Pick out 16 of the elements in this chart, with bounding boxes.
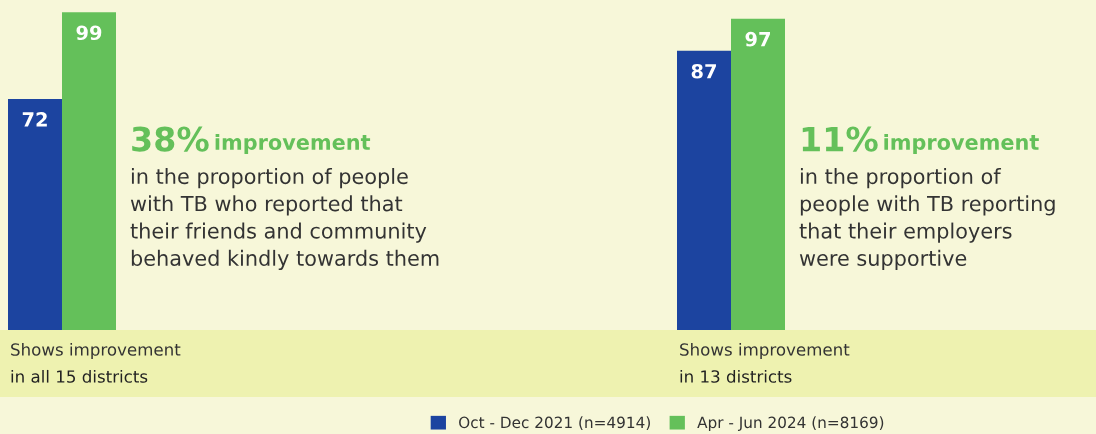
text: Shows improvement (11, 342, 181, 360)
text: Shows improvement (680, 342, 850, 360)
legend-label: Apr - Jun 2024 (n=8169) (697, 416, 884, 432)
text: 11% (802, 126, 878, 152)
text: improvement (215, 133, 371, 155)
data-label: 87 (691, 63, 716, 79)
annotation: in the proportion of people with TB reporting that their employers were supportive (799, 168, 1055, 271)
text: in 13 districts (680, 369, 792, 383)
annotation: in the proportion of people with TB who reported that their friends and community behaved kindly towards them (130, 168, 439, 271)
text: 38% (132, 126, 209, 152)
legend-label: Oct - Dec 2021 (n=4914) (459, 416, 650, 430)
data-label: 99 (76, 25, 102, 41)
text: in all 15 districts (11, 369, 148, 383)
data-label: 72 (22, 112, 47, 127)
text: improvement (884, 133, 1039, 155)
data-label: 97 (745, 31, 770, 47)
